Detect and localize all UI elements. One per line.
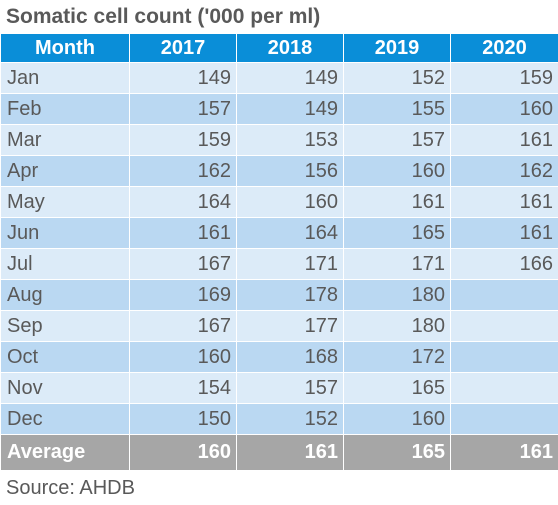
value-cell — [450, 341, 558, 373]
value-cell: 165 — [343, 372, 451, 404]
value-cell: 149 — [236, 93, 344, 125]
month-cell: Jan — [0, 62, 130, 94]
value-cell: 160 — [236, 186, 344, 218]
value-cell: 165 — [343, 217, 451, 249]
value-cell: 161 — [129, 217, 237, 249]
value-cell: 157 — [236, 372, 344, 404]
value-cell: 167 — [129, 310, 237, 342]
value-cell: 159 — [450, 62, 558, 94]
value-cell: 166 — [450, 248, 558, 280]
value-cell: 172 — [343, 341, 451, 373]
value-cell: 152 — [236, 403, 344, 435]
value-cell — [450, 279, 558, 311]
value-cell: 162 — [129, 155, 237, 187]
value-cell: 161 — [450, 217, 558, 249]
header-row: Month 2017 2018 2019 2020 — [0, 33, 558, 63]
table-row: Sep 167 177 180 — [0, 310, 558, 342]
value-cell: 167 — [129, 248, 237, 280]
value-cell: 160 — [129, 341, 237, 373]
month-cell: Sep — [0, 310, 130, 342]
table-row: Dec 150 152 160 — [0, 403, 558, 435]
somatic-cell-count-table: Month 2017 2018 2019 2020 Jan 149 149 15… — [0, 33, 558, 471]
value-cell: 160 — [343, 403, 451, 435]
table-row: May 164 160 161 161 — [0, 186, 558, 218]
value-cell: 154 — [129, 372, 237, 404]
average-row: Average 160 161 165 161 — [0, 434, 558, 471]
column-header-2017: 2017 — [129, 33, 237, 63]
value-cell: 160 — [450, 93, 558, 125]
value-cell: 171 — [236, 248, 344, 280]
table-row: Oct 160 168 172 — [0, 341, 558, 373]
table-row: Apr 162 156 160 162 — [0, 155, 558, 187]
value-cell: 164 — [236, 217, 344, 249]
month-cell: Dec — [0, 403, 130, 435]
month-cell: May — [0, 186, 130, 218]
average-value-2020: 161 — [450, 434, 558, 471]
value-cell — [450, 403, 558, 435]
value-cell: 153 — [236, 124, 344, 156]
value-cell: 155 — [343, 93, 451, 125]
value-cell: 168 — [236, 341, 344, 373]
value-cell — [450, 310, 558, 342]
value-cell: 149 — [236, 62, 344, 94]
table-title: Somatic cell count ('000 per ml) — [6, 5, 321, 28]
average-value-2019: 165 — [343, 434, 451, 471]
value-cell: 178 — [236, 279, 344, 311]
column-header-2019: 2019 — [343, 33, 451, 63]
value-cell: 157 — [343, 124, 451, 156]
value-cell: 161 — [343, 186, 451, 218]
value-cell: 180 — [343, 310, 451, 342]
value-cell: 156 — [236, 155, 344, 187]
value-cell: 171 — [343, 248, 451, 280]
value-cell: 150 — [129, 403, 237, 435]
value-cell: 161 — [450, 186, 558, 218]
month-cell: Apr — [0, 155, 130, 187]
value-cell: 161 — [450, 124, 558, 156]
table-row: Jul 167 171 171 166 — [0, 248, 558, 280]
average-value-2018: 161 — [236, 434, 344, 471]
table-row: Mar 159 153 157 161 — [0, 124, 558, 156]
average-value-2017: 160 — [129, 434, 237, 471]
average-label: Average — [0, 434, 130, 471]
value-cell: 157 — [129, 93, 237, 125]
source-note: Source: AHDB — [6, 477, 135, 499]
table-row: Jan 149 149 152 159 — [0, 62, 558, 94]
month-cell: Nov — [0, 372, 130, 404]
value-cell: 149 — [129, 62, 237, 94]
column-header-month: Month — [0, 33, 130, 63]
column-header-2020: 2020 — [450, 33, 558, 63]
value-cell: 160 — [343, 155, 451, 187]
month-cell: Feb — [0, 93, 130, 125]
month-cell: Oct — [0, 341, 130, 373]
column-header-2018: 2018 — [236, 33, 344, 63]
value-cell: 180 — [343, 279, 451, 311]
table-row: Nov 154 157 165 — [0, 372, 558, 404]
value-cell: 152 — [343, 62, 451, 94]
month-cell: Jul — [0, 248, 130, 280]
value-cell: 159 — [129, 124, 237, 156]
table-row: Aug 169 178 180 — [0, 279, 558, 311]
table-row: Feb 157 149 155 160 — [0, 93, 558, 125]
month-cell: Mar — [0, 124, 130, 156]
value-cell — [450, 372, 558, 404]
value-cell: 162 — [450, 155, 558, 187]
month-cell: Aug — [0, 279, 130, 311]
month-cell: Jun — [0, 217, 130, 249]
table-row: Jun 161 164 165 161 — [0, 217, 558, 249]
value-cell: 177 — [236, 310, 344, 342]
value-cell: 164 — [129, 186, 237, 218]
value-cell: 169 — [129, 279, 237, 311]
